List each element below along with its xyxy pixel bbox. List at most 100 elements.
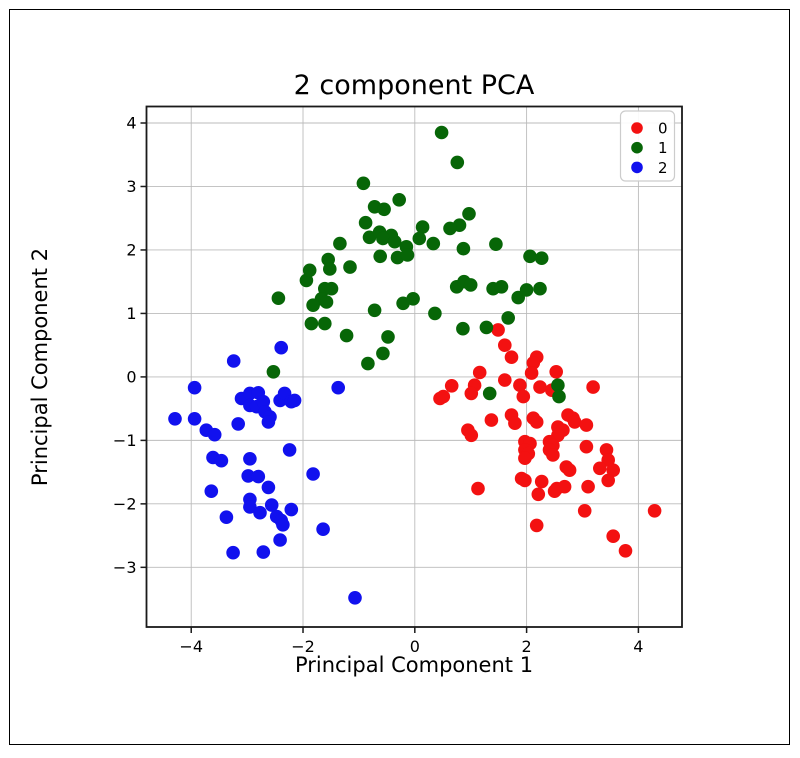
data-point-class-0: [579, 439, 594, 454]
y-tick-label: 1: [126, 304, 136, 323]
data-point-class-1: [434, 125, 449, 140]
data-point-class-0: [546, 448, 560, 462]
data-point-class-2: [273, 533, 287, 547]
data-point-class-0: [601, 453, 615, 467]
data-point-class-1: [387, 234, 402, 249]
data-point-class-0: [498, 373, 512, 387]
data-point-class-0: [529, 415, 544, 429]
data-point-class-1: [304, 316, 319, 331]
data-point-class-0: [471, 481, 485, 496]
data-point-class-2: [226, 545, 240, 560]
data-point-class-1: [376, 346, 390, 361]
data-point-class-0: [549, 365, 563, 379]
data-point-class-1: [319, 295, 334, 309]
legend-swatch: [631, 122, 643, 134]
data-point-class-0: [599, 443, 614, 457]
data-point-class-0: [533, 380, 547, 394]
data-point-class-0: [516, 389, 531, 404]
data-point-class-1: [367, 303, 382, 318]
data-point-class-1: [443, 221, 457, 236]
data-point-class-1: [450, 155, 465, 170]
data-point-class-2: [287, 393, 302, 408]
data-point-class-0: [518, 473, 532, 488]
data-point-class-2: [251, 469, 266, 484]
data-point-class-1: [415, 220, 430, 234]
data-point-class-0: [436, 389, 451, 404]
data-point-class-2: [256, 545, 271, 559]
data-point-class-1: [494, 280, 509, 294]
data-point-class-1: [456, 241, 471, 256]
data-point-class-1: [406, 292, 420, 306]
data-point-class-2: [264, 498, 279, 512]
data-point-class-0: [547, 484, 562, 499]
data-point-class-0: [567, 415, 582, 429]
data-point-class-1: [551, 378, 565, 393]
data-point-class-1: [377, 202, 391, 217]
data-point-class-1: [501, 311, 515, 325]
data-point-class-0: [484, 413, 499, 427]
data-point-class-0: [504, 350, 519, 365]
data-point-class-0: [508, 416, 522, 431]
data-point-class-0: [606, 529, 620, 543]
data-point-class-0: [491, 323, 505, 337]
y-tick-label: −1: [113, 431, 137, 450]
legend-label: 0: [658, 120, 668, 138]
data-point-class-0: [472, 365, 487, 380]
data-point-class-0: [562, 463, 577, 478]
data-point-class-1: [324, 281, 339, 296]
data-point-class-0: [593, 461, 607, 476]
x-axis-label: Principal Component 1: [295, 653, 533, 677]
data-point-class-2: [274, 340, 289, 355]
data-point-class-1: [356, 176, 371, 191]
x-tick-label: −4: [179, 637, 203, 656]
data-point-class-2: [219, 510, 234, 524]
data-point-class-0: [518, 451, 532, 466]
data-point-class-1: [362, 230, 377, 245]
x-tick-label: −2: [291, 637, 315, 656]
data-point-class-2: [276, 518, 290, 532]
data-point-class-1: [376, 231, 390, 246]
legend: 01 2: [619, 110, 676, 182]
data-point-class-0: [618, 544, 633, 558]
data-point-class-0: [647, 504, 662, 518]
data-point-class-0: [534, 474, 549, 489]
data-point-class-2: [348, 591, 362, 605]
data-point-class-1: [519, 283, 534, 297]
data-point-class-1: [361, 356, 375, 371]
y-tick-label: −3: [113, 558, 137, 577]
y-tick-label: −2: [113, 494, 137, 513]
data-point-class-1: [552, 389, 566, 404]
data-point-class-0: [606, 463, 620, 478]
data-point-class-1: [479, 320, 494, 335]
data-points-layer: [168, 125, 662, 605]
chart-title: 2 component PCA: [294, 70, 535, 101]
data-point-class-1: [392, 193, 407, 207]
data-point-class-0: [464, 386, 479, 401]
data-point-class-0: [498, 338, 512, 353]
data-point-class-1: [400, 248, 415, 262]
data-point-class-2: [241, 469, 255, 483]
data-point-class-2: [316, 522, 330, 536]
legend-label: 2: [658, 159, 668, 177]
y-axis-label: Principal Component 2: [28, 248, 52, 486]
data-point-class-1: [456, 321, 470, 336]
data-point-class-1: [462, 207, 476, 221]
data-point-class-0: [577, 504, 592, 518]
x-tick-label: 0: [410, 637, 420, 656]
x-tick-label: 4: [633, 637, 643, 656]
data-point-class-2: [282, 443, 297, 457]
data-point-class-0: [444, 379, 459, 393]
x-tick-label: 2: [522, 637, 532, 656]
data-point-class-2: [243, 452, 257, 466]
data-point-class-1: [463, 278, 478, 292]
y-tick-label: 3: [126, 177, 136, 196]
data-point-class-0: [464, 428, 479, 443]
data-point-class-2: [284, 502, 299, 517]
data-point-class-2: [261, 480, 276, 495]
y-tick-label: 4: [126, 114, 136, 133]
data-point-class-2: [231, 417, 245, 431]
data-point-class-0: [531, 487, 546, 502]
data-point-class-2: [306, 467, 320, 481]
